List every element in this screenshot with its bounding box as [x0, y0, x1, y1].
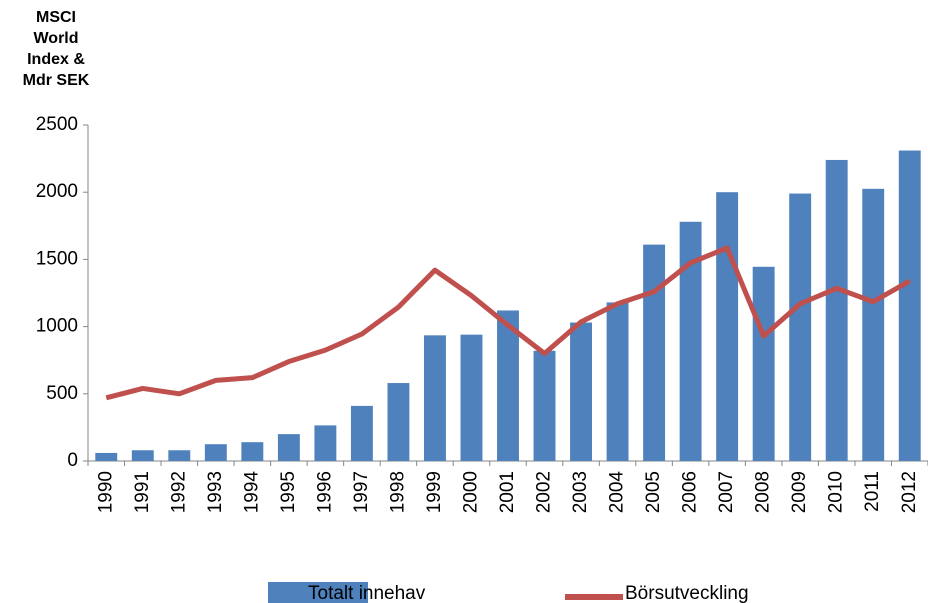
- y-tick-label: 500: [46, 383, 78, 404]
- x-tick-label: 2005: [643, 471, 664, 513]
- x-tick-label: 2001: [497, 471, 518, 513]
- x-tick-label: 1996: [314, 471, 335, 513]
- y-tick-label: 2000: [36, 181, 78, 202]
- bar: [95, 452, 118, 461]
- bar: [277, 434, 300, 461]
- bar: [789, 193, 812, 461]
- bar: [862, 188, 885, 461]
- legend-swatch: [268, 582, 368, 603]
- x-tick-label: 1997: [351, 471, 372, 513]
- x-tick-label: 2003: [570, 471, 591, 513]
- x-tick-label: 1990: [95, 471, 116, 513]
- y-axis-label: Index &: [27, 51, 85, 68]
- x-tick-label: 2008: [753, 471, 774, 513]
- x-tick-label: 1992: [168, 471, 189, 513]
- bar: [460, 334, 483, 461]
- x-tick-label: 1998: [387, 471, 408, 513]
- x-tick-label: 1995: [278, 471, 299, 513]
- x-tick-label: 2012: [899, 471, 920, 513]
- bar: [241, 442, 264, 461]
- bar: [606, 302, 629, 461]
- bar: [898, 150, 921, 461]
- x-tick-label: 1999: [424, 471, 445, 513]
- bar: [825, 159, 848, 461]
- bar: [679, 221, 702, 461]
- legend-label: Börsutveckling: [625, 583, 749, 603]
- bar: [497, 310, 519, 461]
- bar: [643, 244, 666, 461]
- bar: [533, 350, 556, 461]
- bar: [752, 266, 775, 461]
- bar: [350, 405, 373, 461]
- line: [105, 245, 911, 401]
- bar: [204, 444, 227, 461]
- y-tick-label: 1500: [36, 248, 78, 269]
- y-tick-label: 2500: [36, 114, 78, 135]
- x-tick-label: 2004: [607, 471, 628, 514]
- x-tick-label: 2006: [680, 471, 701, 513]
- x-tick-label: 2007: [716, 471, 737, 513]
- legend-label: Totalt innehav: [308, 583, 426, 603]
- bar: [168, 450, 191, 461]
- bar: [716, 192, 739, 461]
- y-tick-label: 1000: [36, 316, 78, 337]
- bar: [570, 322, 592, 461]
- x-tick-label: 1993: [205, 471, 226, 513]
- x-tick-label: 2002: [534, 471, 555, 513]
- x-tick-label: 2000: [460, 471, 481, 513]
- y-tick-label: 0: [67, 450, 78, 471]
- x-tick-label: 2010: [826, 471, 847, 513]
- y-axis-label: Mdr SEK: [23, 72, 90, 89]
- bar: [131, 450, 154, 461]
- bar: [314, 425, 337, 461]
- bar: [387, 383, 410, 461]
- x-tick-label: 1991: [132, 471, 153, 513]
- x-tick-label: 2009: [789, 471, 810, 513]
- x-tick-label: 2011: [862, 471, 883, 512]
- y-axis-label: World: [33, 30, 78, 47]
- bar: [424, 335, 446, 461]
- y-axis-label: MSCI: [36, 9, 76, 26]
- x-tick-label: 1994: [241, 471, 262, 514]
